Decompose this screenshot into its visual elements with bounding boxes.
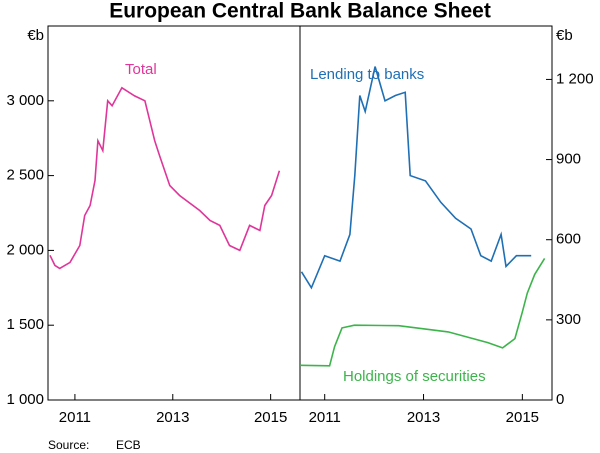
series-label: Holdings of securities bbox=[343, 368, 486, 385]
y-tick-label: 3 000 bbox=[6, 92, 44, 109]
y-tick-label: 300 bbox=[556, 311, 581, 328]
y-tick-label: 2 000 bbox=[6, 241, 44, 258]
x-tick-label: 2011 bbox=[59, 409, 91, 426]
plot-frame bbox=[299, 25, 553, 401]
y-unit: €b bbox=[556, 27, 573, 44]
series-line bbox=[299, 257, 546, 367]
y-tick-label: 0 bbox=[556, 391, 564, 408]
series-label: Lending to banks bbox=[310, 66, 424, 83]
x-tick-label: 2015 bbox=[254, 409, 287, 426]
chart-title: European Central Bank Balance Sheet bbox=[109, 0, 491, 23]
y-tick-label: 2 500 bbox=[6, 167, 44, 184]
x-tick-label: 2015 bbox=[506, 409, 539, 426]
series-line bbox=[49, 86, 281, 270]
x-tick-label: 2013 bbox=[407, 409, 440, 426]
y-tick-label: 1 500 bbox=[6, 316, 44, 333]
y-tick-label: 1 000 bbox=[6, 391, 44, 408]
y-tick-label: 1 200 bbox=[556, 70, 594, 87]
series-label: Total bbox=[125, 61, 157, 78]
source: ECB bbox=[116, 438, 141, 452]
x-tick-label: 2011 bbox=[309, 409, 341, 426]
y-tick-label: 600 bbox=[556, 231, 581, 248]
series-line bbox=[300, 66, 532, 290]
y-tick-label: 900 bbox=[556, 151, 581, 168]
y-unit: €b bbox=[27, 27, 44, 44]
x-tick-label: 2013 bbox=[156, 409, 189, 426]
source-label: Source: bbox=[48, 438, 89, 452]
